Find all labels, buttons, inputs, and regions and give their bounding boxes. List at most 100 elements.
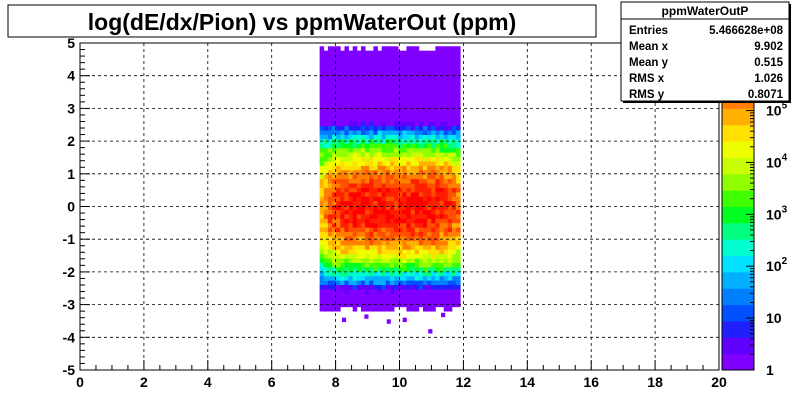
heatmap-cell [402, 99, 407, 105]
heatmap-cell [422, 165, 428, 171]
heatmap-cell [336, 81, 341, 87]
heatmap-cell [427, 147, 432, 153]
heatmap-cell [443, 63, 449, 69]
heatmap-cell [365, 240, 370, 246]
heatmap-cell [389, 236, 395, 241]
heatmap-cell [439, 50, 445, 56]
heatmap-cell [439, 174, 445, 180]
heatmap-cell [410, 161, 416, 166]
heatmap-cell [381, 147, 387, 153]
heatmap-cell [327, 249, 333, 255]
heatmap-cell [389, 218, 395, 224]
heatmap-cell [360, 68, 366, 74]
heatmap-cell [327, 147, 333, 153]
heatmap-cell [439, 165, 445, 171]
heatmap-cell [369, 86, 374, 91]
heatmap-cell [373, 161, 378, 166]
heatmap-cell [360, 63, 366, 69]
heatmap-cell [402, 103, 407, 109]
heatmap-cell [422, 72, 428, 78]
title-frame [7, 4, 597, 38]
heatmap-cell [377, 205, 383, 210]
heatmap-cell [327, 267, 333, 272]
heatmap-cell [439, 214, 445, 219]
heatmap-cell [456, 68, 461, 74]
heatmap-cell [348, 143, 354, 149]
heatmap-cell [360, 200, 366, 206]
heatmap-cell [427, 81, 432, 87]
heatmap-cell [456, 81, 461, 87]
heatmap-cell [323, 103, 329, 109]
heatmap-cell [422, 161, 428, 166]
heatmap-cell [394, 55, 399, 60]
heatmap-cell [398, 249, 403, 255]
heatmap-cell [323, 121, 329, 127]
heatmap-cell [435, 55, 440, 60]
heatmap-cell [323, 90, 329, 96]
heatmap-cell [394, 81, 399, 87]
heatmap-cell [447, 244, 453, 250]
heatmap-cell [385, 183, 391, 188]
heatmap-cell [348, 156, 354, 162]
heatmap-cell [340, 77, 345, 82]
heatmap-cell [431, 165, 436, 171]
heatmap-cell [336, 249, 341, 255]
heatmap-cell [377, 72, 383, 78]
heatmap-cell [422, 108, 428, 113]
heatmap-cell [340, 267, 345, 272]
heatmap-cell [451, 134, 457, 140]
heatmap-cell [323, 267, 329, 272]
heatmap-cell [365, 297, 370, 303]
heatmap-cell [356, 86, 362, 91]
heatmap-cell [398, 99, 403, 105]
heatmap-cell [398, 231, 403, 237]
heatmap-cell [385, 289, 391, 294]
heatmap-cell [360, 222, 366, 228]
heatmap-cell [385, 174, 391, 180]
heatmap-cell [332, 231, 337, 237]
heatmap-cell [327, 121, 333, 127]
heatmap-cell [369, 218, 374, 224]
heatmap-cell [398, 183, 403, 188]
heatmap-cell [447, 121, 453, 127]
heatmap-cell [360, 262, 366, 268]
heatmap-cell [394, 112, 399, 118]
heatmap-cell [348, 50, 354, 56]
heatmap-cell [427, 280, 432, 286]
heatmap-cell [365, 116, 370, 122]
heatmap-cell [439, 46, 445, 52]
heatmap-cell [435, 178, 440, 184]
heatmap-cell [456, 205, 461, 210]
heatmap-cell [418, 108, 424, 113]
heatmap-cell [418, 240, 424, 246]
heatmap-cell [398, 59, 403, 65]
heatmap-cell [410, 116, 416, 122]
heatmap-cell [385, 205, 391, 210]
heatmap-cell [327, 169, 333, 175]
heatmap-cell [336, 147, 341, 153]
heatmap-cell [435, 50, 440, 56]
heatmap-cell [352, 152, 358, 158]
heatmap-cell [360, 125, 366, 131]
heatmap-cell [340, 99, 345, 105]
heatmap-cell [377, 130, 383, 135]
heatmap-cell [360, 46, 366, 52]
heatmap-cell [422, 178, 428, 184]
heatmap-cell [336, 205, 341, 210]
heatmap-cell [323, 289, 329, 294]
heatmap-cell [435, 297, 440, 303]
heatmap-cell [389, 108, 395, 113]
heatmap-cell [332, 187, 337, 193]
heatmap-cell [456, 275, 461, 281]
heatmap-cell [439, 77, 445, 82]
heatmap-cell [344, 50, 349, 56]
heatmap-cell [323, 280, 329, 286]
heatmap-cell [344, 134, 349, 140]
heatmap-cell [365, 214, 370, 219]
heatmap-cell [381, 196, 387, 202]
heatmap-cell [406, 130, 411, 135]
heatmap-cell [427, 205, 432, 210]
heatmap-cell [418, 59, 424, 65]
heatmap-cell [323, 134, 329, 140]
heatmap-cell [414, 240, 420, 246]
